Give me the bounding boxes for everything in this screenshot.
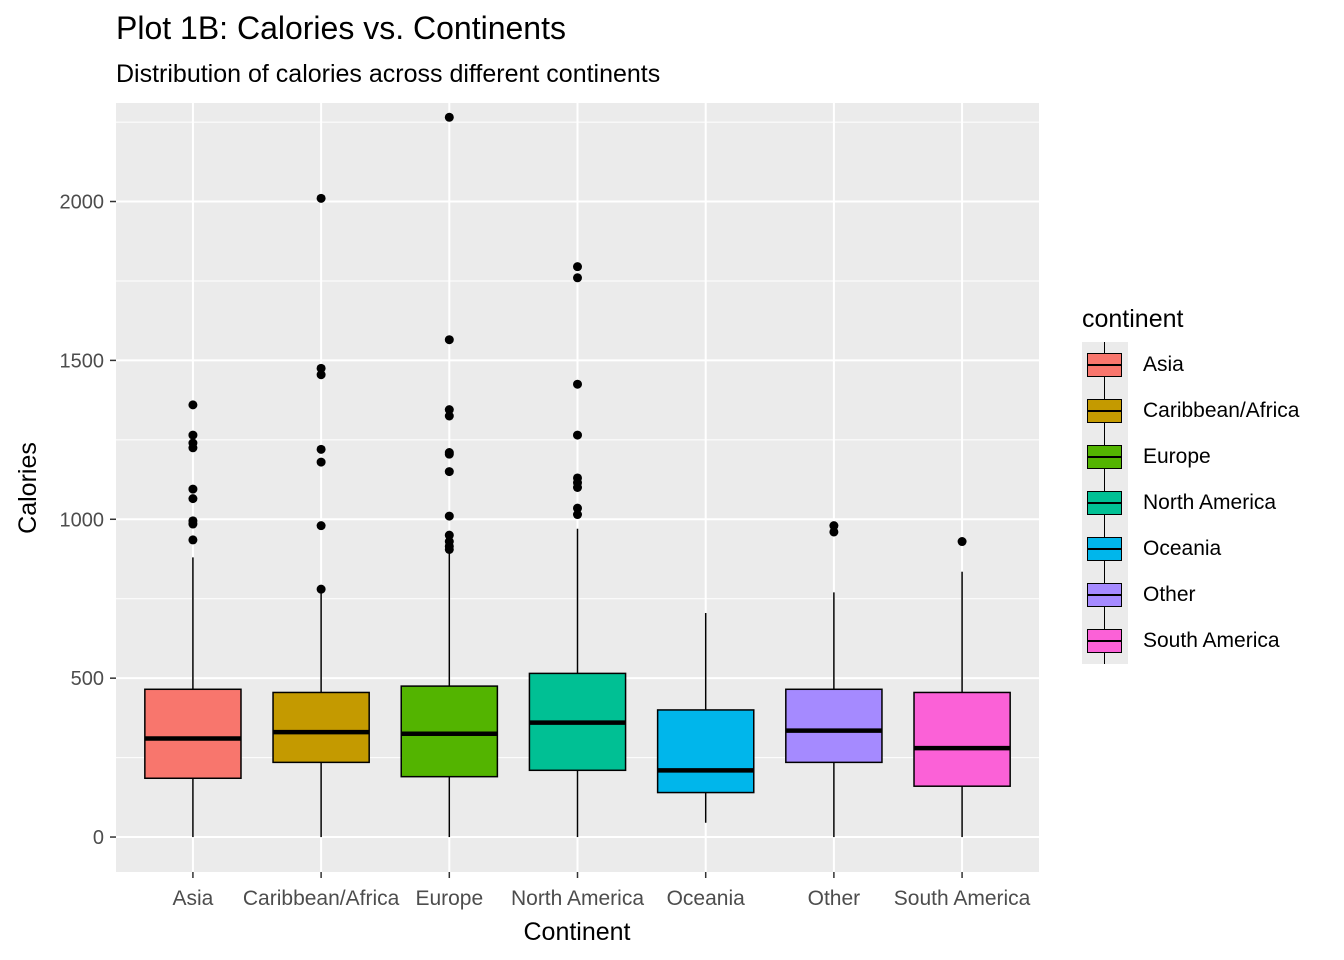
outlier-point [188, 484, 198, 494]
box [400, 685, 499, 778]
outlier-point [188, 400, 198, 410]
legend: continent Asia Caribbean/Africa Europe Nort… [1082, 305, 1299, 664]
y-tick-label: 500 [71, 668, 104, 690]
outlier-point [573, 379, 582, 389]
outlier-point [573, 503, 582, 513]
legend-item: Caribbean/Africa [1082, 388, 1299, 434]
outlier-point [188, 535, 198, 545]
legend-key [1082, 572, 1128, 618]
outlier-point [957, 537, 967, 547]
outlier-point [188, 494, 198, 504]
outlier-point [444, 112, 454, 122]
legend-label: Asia [1143, 353, 1184, 376]
outlier-point [444, 448, 454, 458]
outlier-point [316, 444, 326, 454]
legend-item: Asia [1082, 342, 1299, 388]
legend-key [1082, 480, 1128, 526]
legend-label: Europe [1143, 445, 1211, 468]
box-group [913, 537, 1011, 838]
legend-label: Caribbean/Africa [1143, 399, 1300, 422]
outlier-point [316, 584, 326, 594]
outlier-point [444, 405, 454, 415]
legend-label: Oceania [1143, 537, 1222, 560]
legend-item: North America [1082, 480, 1299, 526]
outlier-point [444, 537, 454, 547]
outlier-point [573, 262, 582, 272]
axis-layer: 0 500 1000 1500 2000 Asia Caribbean/Africa Euro… [60, 192, 1031, 910]
legend-key-median [1087, 364, 1122, 366]
box [913, 691, 1011, 787]
outlier-point [444, 467, 454, 477]
box-group [785, 521, 883, 838]
outlier-point [573, 473, 582, 483]
legend-key-median [1087, 548, 1122, 550]
legend-key-median [1087, 640, 1122, 642]
chart-subtitle: Distribution of calories across differen… [116, 60, 661, 88]
legend-key-median [1087, 456, 1122, 458]
outlier-point [573, 510, 582, 520]
outlier-point [188, 438, 198, 448]
legend-key [1082, 526, 1128, 572]
outlier-point [444, 335, 454, 345]
x-tick-label: Asia [172, 887, 213, 910]
outlier-point [316, 521, 326, 531]
legend-key [1082, 342, 1128, 388]
outlier-point [444, 411, 454, 421]
outlier-point [573, 430, 582, 440]
legend-label: Other [1143, 583, 1196, 606]
outlier-point [444, 530, 454, 540]
outlier-point [316, 363, 326, 373]
outlier-point [316, 457, 326, 467]
box-group [528, 262, 627, 838]
legend-key-median [1087, 594, 1122, 596]
x-axis-title: Continent [523, 918, 630, 946]
y-tick-label: 1000 [60, 509, 105, 531]
outlier-point [316, 193, 326, 203]
outlier-point [188, 516, 198, 526]
x-tick-label: Oceania [667, 887, 746, 910]
legend-key-median [1087, 410, 1122, 412]
legend-label: South America [1143, 629, 1280, 652]
y-tick-label: 2000 [60, 192, 105, 214]
box [272, 691, 370, 764]
x-tick-label: Europe [415, 887, 483, 910]
chart-title: Plot 1B: Calories vs. Continents [116, 10, 566, 46]
box [144, 688, 242, 780]
box [785, 688, 883, 764]
x-tick-label: North America [511, 887, 644, 910]
legend-key [1082, 388, 1128, 434]
outlier-point [829, 521, 839, 531]
legend-item: Oceania [1082, 526, 1299, 572]
outlier-point [316, 370, 326, 380]
legend-key-median [1087, 502, 1122, 504]
y-tick-label: 1500 [60, 350, 105, 372]
y-tick-label: 0 [93, 827, 104, 849]
box-group [144, 400, 242, 838]
x-tick-label: Other [808, 887, 861, 910]
outlier-point [573, 273, 582, 283]
legend-key [1082, 618, 1128, 664]
legend-label: North America [1143, 491, 1277, 514]
y-axis-title: Calories [14, 442, 42, 534]
legend-item: Other [1082, 572, 1299, 618]
box-group [656, 613, 755, 823]
legend-item: South America [1082, 618, 1299, 664]
legend-title: continent [1082, 305, 1184, 333]
outlier-point [188, 430, 198, 440]
legend-items: Asia Caribbean/Africa Europe North America O… [1082, 342, 1299, 664]
box-group [400, 112, 499, 838]
outlier-point [444, 511, 454, 521]
box [656, 709, 755, 794]
x-tick-label: South America [894, 887, 1031, 910]
box-layer [144, 112, 1011, 838]
box-group [272, 193, 370, 838]
legend-key [1082, 434, 1128, 480]
legend-item: Europe [1082, 434, 1299, 480]
outlier-point [829, 527, 839, 537]
x-tick-label: Caribbean/Africa [243, 887, 400, 910]
